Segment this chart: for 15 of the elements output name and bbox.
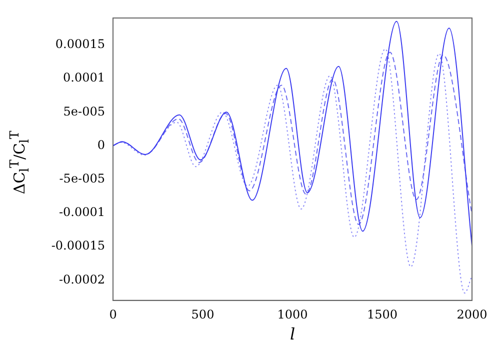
- x-tick-label: 500: [191, 308, 214, 322]
- x-tick-label: 1000: [277, 308, 308, 322]
- y-tick-label: -0.0001: [58, 205, 105, 220]
- y-tick-label: 5e-005: [63, 104, 105, 118]
- y-tick-label: -0.0002: [58, 272, 105, 286]
- x-axis-title: l: [290, 324, 296, 344]
- x-tick-label: 2000: [456, 308, 488, 322]
- line-series: [113, 20, 472, 246]
- y-tick-label: 0.0001: [63, 70, 105, 85]
- y-tick-label: -5e-005: [59, 171, 105, 186]
- y-tick-label: -0.00015: [51, 238, 105, 253]
- y-tick-label: 0.00015: [55, 37, 105, 52]
- x-tick-label: 1500: [366, 308, 398, 322]
- x-tick-label: 0: [109, 308, 117, 322]
- y-tick-label: 0: [97, 138, 105, 152]
